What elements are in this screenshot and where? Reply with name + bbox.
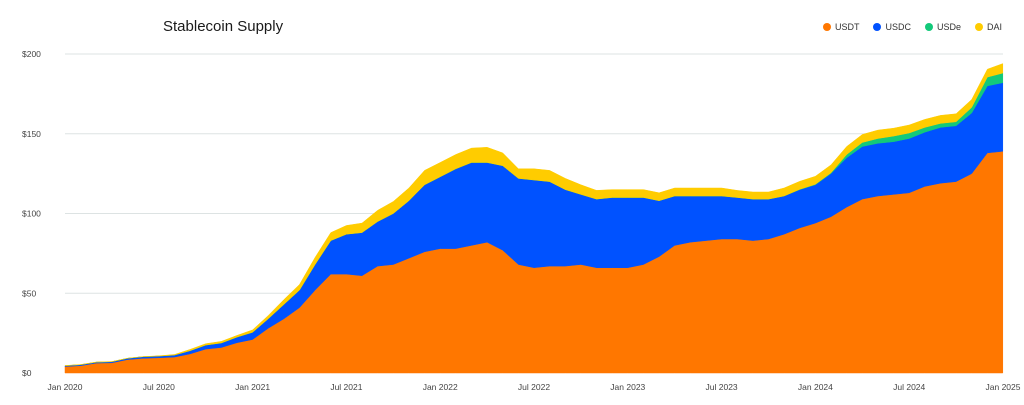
legend-item-usdc: USDC <box>873 22 911 32</box>
series-areas <box>64 63 1004 374</box>
chart-title: Stablecoin Supply <box>163 18 284 35</box>
y-tick-label: $100 <box>22 209 41 219</box>
legend-swatch-usdc <box>873 23 882 31</box>
legend-swatch-usde <box>924 23 933 31</box>
x-tick-label: Jan 2024 <box>798 382 833 392</box>
legend-label-dai: DAI <box>986 22 1002 32</box>
legend-label-usdc: USDC <box>885 22 911 32</box>
y-tick-label: $200 <box>22 49 41 59</box>
legend-label-usdt: USDT <box>834 22 860 32</box>
legend-item-usde: USDe <box>924 22 961 32</box>
legend-swatch-usdt <box>822 23 831 31</box>
x-tick-label: Jul 2021 <box>330 382 362 392</box>
y-tick-label: $150 <box>22 129 41 139</box>
x-tick-label: Jan 2021 <box>235 382 270 392</box>
x-tick-label: Jul 2024 <box>893 382 925 392</box>
x-axis: Jan 2020 Jul 2020 Jan 2021 Jul 2021 Jan 2022… <box>48 382 1021 392</box>
legend: USDT USDC USDe DAI <box>822 22 1002 32</box>
legend-swatch-dai <box>974 23 983 31</box>
y-tick-label: $50 <box>22 288 36 298</box>
area-dai <box>64 63 1004 366</box>
x-tick-label: Jan 2025 <box>986 382 1021 392</box>
x-tick-label: Jan 2023 <box>610 382 645 392</box>
y-tick-label: $0 <box>22 368 32 378</box>
legend-item-dai: DAI <box>974 22 1002 32</box>
legend-item-usdt: USDT <box>822 22 860 32</box>
x-tick-label: Jul 2020 <box>143 382 175 392</box>
x-tick-label: Jan 2022 <box>423 382 458 392</box>
x-tick-label: Jul 2022 <box>518 382 550 392</box>
x-tick-label: Jan 2020 <box>48 382 83 392</box>
x-tick-label: Jul 2023 <box>706 382 738 392</box>
y-axis: $0 $50 $100 $150 $200 <box>22 49 41 378</box>
legend-label-usde: USDe <box>936 22 961 32</box>
